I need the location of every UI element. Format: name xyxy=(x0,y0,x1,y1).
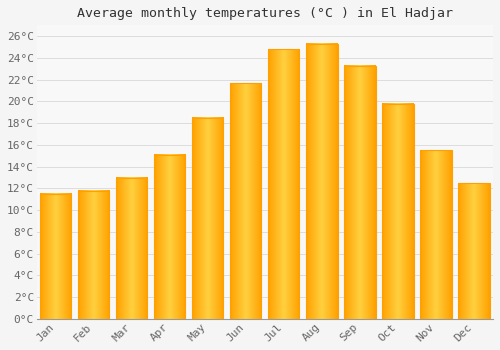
Bar xyxy=(78,190,110,319)
Bar xyxy=(306,44,338,319)
Bar xyxy=(420,150,452,319)
Bar xyxy=(154,155,186,319)
Bar xyxy=(382,104,414,319)
Bar xyxy=(78,190,110,319)
Bar xyxy=(192,118,224,319)
Bar xyxy=(382,104,414,319)
Bar xyxy=(458,183,490,319)
Bar xyxy=(268,49,300,319)
Bar xyxy=(420,150,452,319)
Bar xyxy=(344,65,376,319)
Bar xyxy=(230,83,262,319)
Bar xyxy=(306,44,338,319)
Bar xyxy=(116,177,148,319)
Title: Average monthly temperatures (°C ) in El Hadjar: Average monthly temperatures (°C ) in El… xyxy=(77,7,453,20)
Bar xyxy=(268,49,300,319)
Bar xyxy=(192,118,224,319)
Bar xyxy=(116,177,148,319)
Bar xyxy=(40,194,72,319)
Bar xyxy=(40,194,72,319)
Bar xyxy=(154,155,186,319)
Bar xyxy=(458,183,490,319)
Bar xyxy=(344,65,376,319)
Bar xyxy=(230,83,262,319)
